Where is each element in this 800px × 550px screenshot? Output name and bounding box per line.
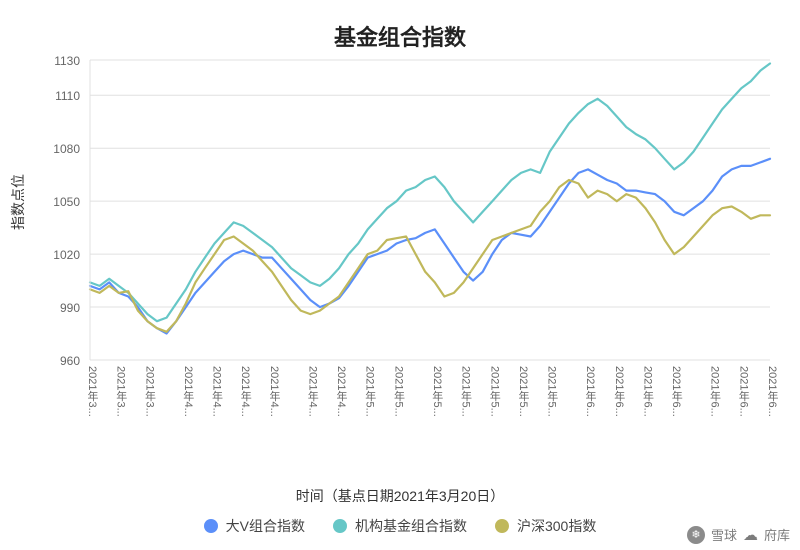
x-tick-label: 2021年4... bbox=[333, 366, 349, 417]
x-tick-label: 2021年6... bbox=[582, 366, 598, 417]
legend-label: 沪深300指数 bbox=[517, 516, 596, 536]
series-line bbox=[90, 64, 770, 322]
y-tick-label: 1130 bbox=[30, 54, 80, 68]
x-tick-label: 2021年6... bbox=[668, 366, 684, 417]
legend-item: 大V组合指数 bbox=[204, 516, 305, 536]
x-tick-label: 2021年5... bbox=[515, 366, 531, 417]
x-tick-label: 2021年6... bbox=[735, 366, 751, 417]
legend-item: 机构基金组合指数 bbox=[333, 516, 467, 536]
chart-svg bbox=[0, 0, 800, 550]
x-tick-label: 2021年5... bbox=[362, 366, 378, 417]
x-tick-label: 2021年5... bbox=[458, 366, 474, 417]
y-tick-label: 1080 bbox=[30, 142, 80, 156]
legend-dot-icon bbox=[495, 519, 509, 533]
chart-container: 基金组合指数 指数点位 96099010201050108011101130 2… bbox=[0, 0, 800, 550]
legend-item: 沪深300指数 bbox=[495, 516, 596, 536]
chart-axes bbox=[90, 60, 770, 360]
y-tick-label: 960 bbox=[30, 354, 80, 368]
y-tick-label: 1110 bbox=[30, 89, 80, 103]
x-tick-label: 2021年6... bbox=[611, 366, 627, 417]
x-tick-label: 2021年6... bbox=[707, 366, 723, 417]
legend-dot-icon bbox=[333, 519, 347, 533]
y-tick-label: 990 bbox=[30, 301, 80, 315]
x-tick-label: 2021年5... bbox=[544, 366, 560, 417]
chart-lines bbox=[90, 64, 770, 334]
x-tick-label: 2021年4... bbox=[209, 366, 225, 417]
watermark-brand: 雪球 bbox=[711, 525, 737, 544]
watermark: ❄ 雪球 ☁ 府库 bbox=[687, 525, 790, 544]
legend-dot-icon bbox=[204, 519, 218, 533]
x-axis-label: 时间（基点日期2021年3月20日） bbox=[0, 486, 800, 506]
y-tick-label: 1020 bbox=[30, 248, 80, 262]
x-tick-label: 2021年3... bbox=[113, 366, 129, 417]
legend-label: 大V组合指数 bbox=[226, 516, 305, 536]
chart-grid bbox=[90, 60, 770, 360]
x-tick-label: 2021年5... bbox=[429, 366, 445, 417]
x-tick-label: 2021年4... bbox=[266, 366, 282, 417]
watermark-account: 府库 bbox=[764, 525, 790, 544]
x-tick-label: 2021年4... bbox=[180, 366, 196, 417]
x-tick-label: 2021年6... bbox=[764, 366, 780, 417]
snowball-icon: ❄ bbox=[687, 526, 705, 544]
x-tick-label: 2021年3... bbox=[84, 366, 100, 417]
legend-label: 机构基金组合指数 bbox=[355, 516, 467, 536]
x-tick-label: 2021年6... bbox=[639, 366, 655, 417]
legend: 大V组合指数 机构基金组合指数 沪深300指数 bbox=[0, 516, 800, 536]
x-tick-label: 2021年4... bbox=[304, 366, 320, 417]
x-tick-label: 2021年4... bbox=[237, 366, 253, 417]
x-tick-label: 2021年5... bbox=[390, 366, 406, 417]
y-tick-label: 1050 bbox=[30, 195, 80, 209]
x-tick-label: 2021年3... bbox=[141, 366, 157, 417]
x-tick-label: 2021年5... bbox=[486, 366, 502, 417]
series-line bbox=[90, 180, 770, 332]
wechat-icon: ☁ bbox=[743, 526, 758, 544]
